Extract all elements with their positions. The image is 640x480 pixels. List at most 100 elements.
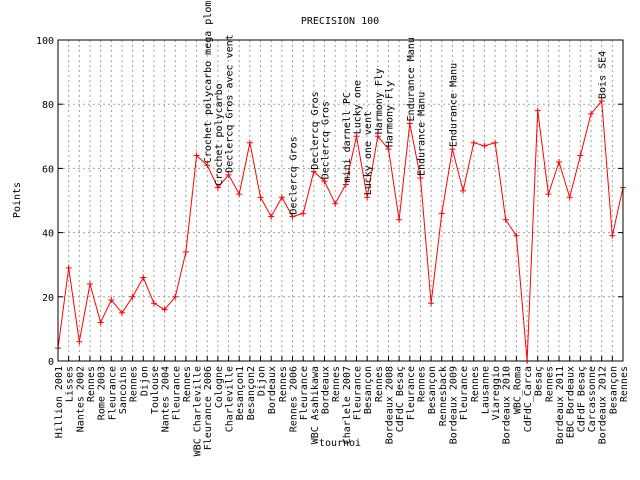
x-tick-label: Bordeaux 2010: [502, 366, 513, 444]
annotation-label: Endurance Manu: [406, 37, 417, 121]
x-tick-label: Rennes: [374, 366, 385, 402]
x-tick-label: Besançon2: [246, 366, 257, 420]
x-axis-label: tournoi: [319, 438, 361, 449]
x-tick-label: Fleurance: [299, 366, 310, 420]
data-point: [161, 306, 168, 313]
x-tick-label: Rennes: [129, 366, 140, 402]
data-point: [588, 110, 595, 117]
data-point: [97, 319, 104, 326]
data-point: [609, 232, 616, 239]
x-tick-label: Carcassonne: [587, 366, 598, 432]
data-point: [449, 146, 456, 153]
x-tick-label: Rennes: [544, 366, 555, 402]
data-point: [76, 338, 83, 345]
x-tick-label: CdFdF Besaç: [576, 366, 587, 432]
annotation-label: Crochet polycarbo: [214, 83, 225, 185]
data-point: [481, 142, 488, 149]
annotation-label: Crochet polycarbo mega plomb: [203, 0, 214, 163]
x-tick-label: Dijon: [139, 366, 150, 396]
x-tick-label: Nantes 2004: [161, 366, 172, 432]
annotation-label: Harmony Fly: [374, 68, 385, 134]
data-point: [86, 280, 93, 287]
x-tick-label: Rennes: [416, 366, 427, 402]
x-tick-label: WBC Asahikawa: [310, 366, 321, 444]
data-point: [492, 139, 499, 146]
series-polyline: [57, 99, 624, 362]
x-tick-label: Fleurance: [171, 366, 182, 420]
data-point: [204, 162, 211, 169]
data-point: [470, 139, 477, 146]
plot-frame: [57, 39, 624, 362]
x-tick-label: Charlele 2007: [342, 366, 353, 444]
annotations: Crochet polycarbo mega plomb Crochet poly…: [203, 0, 608, 215]
annotation-label: Harmony Fly: [384, 81, 395, 147]
data-point: [534, 107, 541, 114]
data-point: [65, 264, 72, 271]
annotation-label: Bois SE4: [598, 51, 609, 99]
data-point: [374, 133, 381, 140]
x-tick-label: Rennes: [278, 366, 289, 402]
x-tick-label: Rennes: [86, 366, 97, 402]
x-tick-label: CdFdC Besaç: [395, 366, 406, 432]
x-tick-label: Viareggio: [491, 366, 502, 420]
data-point: [417, 175, 424, 182]
annotation-label: Lucky one: [352, 80, 363, 134]
data-point: [236, 191, 243, 198]
annotation-label: Lucky one vent: [363, 111, 374, 195]
data-point: [150, 300, 157, 307]
x-tick-label: Rennesback: [438, 366, 449, 426]
x-tick-label: Rennes: [182, 366, 193, 402]
data-point: [300, 210, 307, 217]
x-tick-label: Fleurance: [459, 366, 470, 420]
y-tick-label: 20: [42, 293, 54, 304]
data-point: [225, 171, 232, 178]
y-tick-label: 100: [36, 36, 54, 47]
x-tick-label: Bordeaux: [321, 366, 332, 414]
data-point: [428, 300, 435, 307]
grid: [58, 40, 623, 361]
data-point: [182, 248, 189, 255]
x-tick-label: Hillion 2001: [54, 366, 65, 438]
chart-title: PRECISION 100: [301, 16, 379, 27]
y-tick-label: 40: [42, 229, 54, 240]
x-tick-label: Rome 2003: [97, 366, 108, 420]
annotation-label: Declercq Gros: [289, 136, 300, 214]
data-point: [438, 210, 445, 217]
x-tick-label: Fleurance 2006: [203, 366, 214, 450]
x-tick-label: Nantes 2002: [75, 366, 86, 432]
annotation-label: mini darnell PC: [342, 92, 353, 182]
data-point: [193, 152, 200, 159]
y-axis-label: Points: [12, 182, 23, 218]
x-tick-label: Rennes: [331, 366, 342, 402]
x-tick-label: CdFdC_Carca: [523, 366, 534, 432]
data-point: [353, 133, 360, 140]
x-tick-label: Lausanne: [480, 366, 491, 414]
x-tick-label: Besançon: [427, 366, 438, 414]
data-point: [246, 139, 253, 146]
data-point: [268, 213, 275, 220]
x-tick-label: Bordeaux 2011: [555, 366, 566, 444]
y-tick-label: 60: [42, 164, 54, 175]
x-tick-label: Fleurance: [352, 366, 363, 420]
x-tick-label: Besançon: [363, 366, 374, 414]
y-tick-label: 0: [48, 357, 54, 368]
data-point: [364, 194, 371, 201]
x-tick-label: EBC Bordeaux: [566, 366, 577, 438]
x-axis-ticks: Hillion 2001 Lisses Nantes 2002 Rennes Rome …: [54, 356, 630, 456]
data-point: [108, 297, 115, 304]
data-point: [577, 152, 584, 159]
data-point: [140, 274, 147, 281]
data-point: [129, 293, 136, 300]
data-point: [342, 181, 349, 188]
x-tick-label: Dijon: [257, 366, 268, 396]
data-point: [118, 309, 125, 316]
x-tick-label: Bordeaux 2009: [448, 366, 459, 444]
data-point: [556, 158, 563, 165]
x-tick-label: Lisses: [65, 366, 76, 402]
annotation-label: Declercq Gros avec vent: [225, 34, 236, 172]
data-point: [172, 293, 179, 300]
data-point: [545, 191, 552, 198]
data-point: [332, 200, 339, 207]
